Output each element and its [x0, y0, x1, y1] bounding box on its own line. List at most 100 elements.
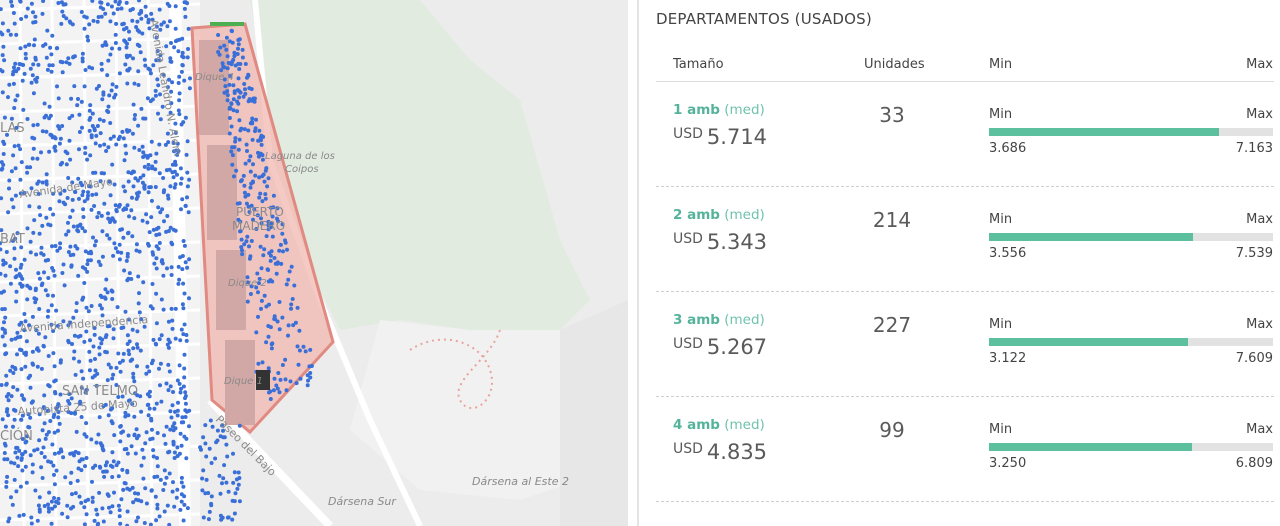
- listing-dot: [58, 136, 63, 141]
- listing-dot: [19, 17, 24, 21]
- listing-dot: [125, 509, 130, 514]
- listing-dot: [125, 254, 130, 259]
- listing-dot: [60, 511, 65, 516]
- listing-dot: [29, 400, 34, 405]
- map-label-cion: CIÓN: [0, 428, 33, 444]
- map-canvas[interactable]: Dique 4 Laguna de los Coipos PUERTO MADE…: [0, 0, 628, 526]
- listing-dot: [120, 394, 125, 399]
- listing-dot: [286, 277, 291, 282]
- listing-dot: [31, 123, 36, 128]
- range-min-label: Min: [989, 422, 1013, 437]
- listing-dot: [42, 270, 46, 275]
- listing-dot: [22, 312, 27, 316]
- listing-dot: [225, 89, 230, 94]
- price-value: 5.343: [706, 230, 768, 254]
- listing-dot: [83, 145, 88, 150]
- listing-dot: [167, 522, 172, 526]
- map-view[interactable]: Dique 4 Laguna de los Coipos PUERTO MADE…: [0, 0, 628, 526]
- listing-dot: [143, 441, 148, 446]
- listing-dot: [56, 96, 61, 101]
- price-value: 4.835: [706, 440, 768, 464]
- listing-dot: [236, 217, 241, 222]
- listing-dot: [184, 456, 189, 461]
- listing-dot: [253, 126, 258, 131]
- listing-dot: [61, 200, 66, 205]
- listing-dot: [186, 210, 191, 215]
- units-count: 227: [872, 313, 912, 337]
- units-count: 99: [879, 418, 905, 442]
- listing-dot: [170, 489, 175, 494]
- listing-dot: [236, 147, 241, 152]
- listing-dot: [208, 418, 213, 423]
- listing-dot: [246, 192, 251, 197]
- listing-dot: [151, 252, 156, 257]
- listing-dot: [170, 162, 175, 167]
- listing-dot: [256, 290, 260, 295]
- listing-dot: [94, 133, 99, 138]
- top-edge-marker: [210, 22, 244, 26]
- listing-dot: [283, 377, 288, 382]
- listing-dot: [25, 297, 30, 302]
- listing-dot: [61, 14, 66, 18]
- listing-dot: [175, 445, 180, 450]
- listing-dot: [242, 127, 247, 132]
- listing-dot: [35, 122, 40, 127]
- listing-dot: [238, 179, 243, 184]
- listing-dot: [31, 10, 35, 15]
- panel-title: DEPARTAMENTOS (USADOS): [656, 10, 872, 28]
- listing-dot: [3, 352, 8, 357]
- listing-dot: [14, 125, 19, 130]
- listing-dot: [58, 241, 63, 246]
- listing-dot: [227, 131, 232, 136]
- size-amb: 4 amb: [673, 417, 720, 433]
- listing-dot: [2, 457, 7, 462]
- listing-dot: [230, 40, 235, 45]
- listing-dot: [124, 258, 129, 263]
- listing-dot: [269, 346, 274, 351]
- listing-dot: [183, 115, 188, 120]
- listing-dot: [260, 157, 265, 162]
- listing-dot: [157, 142, 162, 147]
- listing-dot: [186, 26, 191, 31]
- listing-dot: [125, 523, 130, 526]
- listing-dot: [280, 315, 285, 320]
- listing-dot: [51, 351, 56, 356]
- listing-dot: [94, 192, 99, 197]
- listing-dot: [37, 276, 42, 281]
- listing-dot: [168, 59, 173, 64]
- table-row: 4 amb (med) USD 4.835 99 Min Max 3.250 6.809: [656, 396, 1274, 502]
- listing-dot: [134, 248, 139, 253]
- listing-dot: [135, 19, 140, 24]
- listing-dot: [248, 169, 253, 174]
- listing-dot: [37, 438, 42, 443]
- listing-dot: [79, 500, 84, 505]
- units-count: 33: [879, 103, 905, 127]
- listing-dot: [239, 245, 244, 250]
- listing-dot: [139, 317, 144, 322]
- listing-dot: [118, 521, 123, 526]
- listing-dot: [179, 475, 184, 480]
- size-amb: 3 amb: [673, 312, 720, 328]
- listing-dot: [52, 451, 57, 456]
- listing-dot: [232, 174, 236, 179]
- listing-dot: [266, 176, 271, 181]
- listing-dot: [157, 514, 162, 519]
- range-bar: [989, 233, 1273, 241]
- range-max-value: 7.539: [1235, 246, 1273, 261]
- listing-dot: [241, 173, 246, 178]
- listing-dot: [118, 424, 123, 429]
- listing-dot: [167, 19, 172, 24]
- listing-dot: [167, 471, 172, 476]
- listing-dot: [112, 219, 117, 224]
- listing-dot: [68, 157, 73, 162]
- listing-dot: [37, 412, 42, 417]
- selected-marker[interactable]: [256, 370, 270, 390]
- listing-dot: [179, 176, 184, 181]
- listing-dot: [173, 130, 178, 135]
- listing-dot: [2, 328, 7, 333]
- listing-dot: [137, 310, 142, 315]
- listing-dot: [138, 348, 143, 353]
- listing-dot: [80, 56, 85, 61]
- listing-dot: [175, 172, 179, 177]
- listing-dot: [280, 222, 285, 227]
